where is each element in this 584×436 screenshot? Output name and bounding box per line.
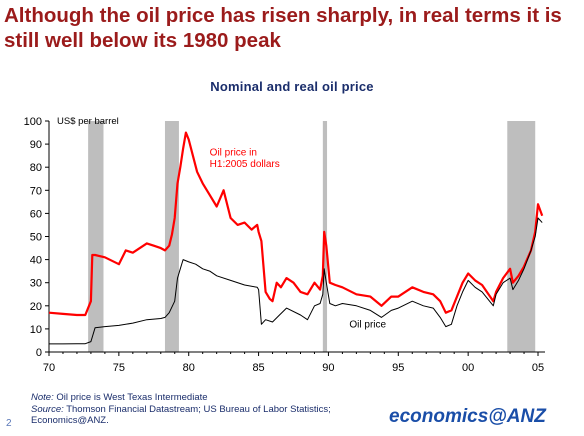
x-tick-label: 90 xyxy=(322,362,334,374)
footnotes: Note: Oil price is West Texas Intermedia… xyxy=(31,392,361,427)
y-tick-label: 0 xyxy=(36,347,42,359)
note-text: Oil price is West Texas Intermediate xyxy=(53,392,208,403)
x-tick-label: 80 xyxy=(183,362,195,374)
y-tick-label: 60 xyxy=(30,208,42,220)
x-tick-label: 70 xyxy=(43,362,55,374)
nominal-price-annotation: Oil price xyxy=(349,320,386,331)
page-number: 2 xyxy=(6,418,12,429)
nominal-oil-price-line xyxy=(49,217,543,345)
x-tick-label: 75 xyxy=(113,362,125,374)
note-line: Note: Oil price is West Texas Intermedia… xyxy=(31,392,361,404)
y-tick-label: 90 xyxy=(30,139,42,151)
y-tick-label: 100 xyxy=(24,116,42,128)
slide-title: Although the oil price has risen sharply… xyxy=(4,4,562,52)
y-tick-label: 10 xyxy=(30,324,42,336)
y-tick-label: 30 xyxy=(30,278,42,290)
x-tick-label: 95 xyxy=(392,362,404,374)
brand-suffix: ANZ xyxy=(506,406,546,427)
y-tick-label: 70 xyxy=(30,185,42,197)
recession-band xyxy=(507,121,536,352)
x-tick-label: 85 xyxy=(252,362,264,374)
y-tick-label: 20 xyxy=(30,301,42,313)
y-tick-label: 80 xyxy=(30,162,42,174)
x-tick-label: 05 xyxy=(532,362,544,374)
source-line: Source: Thomson Financial Datastream; US… xyxy=(31,404,361,427)
real-oil-price-line xyxy=(48,131,544,317)
note-label: Note: xyxy=(31,392,54,403)
recession-band xyxy=(88,121,104,352)
source-label: Source: xyxy=(31,403,64,415)
brand-logo: economics@ANZ xyxy=(389,406,546,428)
brand-prefix: economics@ xyxy=(389,406,507,427)
y-tick-label: 40 xyxy=(30,255,42,267)
chart-title: Nominal and real oil price xyxy=(210,79,374,94)
source-text: Thomson Financial Datastream; US Bureau … xyxy=(31,403,331,427)
y-axis-label: US$ per barrel xyxy=(57,116,119,127)
real-price-annotation: H1:2005 dollars xyxy=(210,159,280,170)
y-tick-label: 50 xyxy=(30,232,42,244)
x-tick-label: 00 xyxy=(462,362,474,374)
real-price-annotation: Oil price in xyxy=(210,148,257,159)
